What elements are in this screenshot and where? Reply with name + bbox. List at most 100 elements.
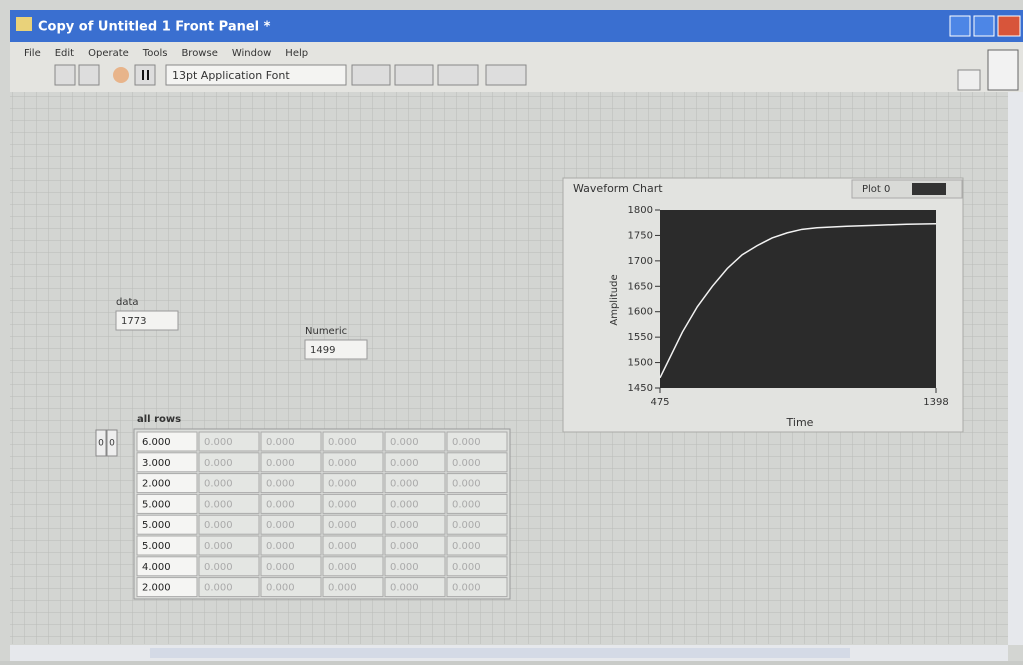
- array-value: 0.000: [452, 437, 481, 448]
- array-value: 0.000: [204, 583, 233, 594]
- reorder-button[interactable]: [486, 65, 526, 85]
- array-value: 0.000: [390, 499, 419, 510]
- resize-button[interactable]: [438, 65, 478, 85]
- array-value: 0.000: [452, 479, 481, 490]
- abort-button[interactable]: [113, 67, 129, 83]
- menu-item[interactable]: Edit: [55, 48, 74, 59]
- array-value: 0.000: [390, 437, 419, 448]
- array-value: 0.000: [452, 541, 481, 552]
- run-continuous-button[interactable]: [79, 65, 99, 85]
- array-value: 0.000: [266, 541, 295, 552]
- array-value: 0.000: [328, 479, 357, 490]
- pause-button[interactable]: [135, 65, 155, 85]
- window-title: Copy of Untitled 1 Front Panel *: [38, 20, 271, 35]
- array-value: 0.000: [266, 458, 295, 469]
- array-value: 0.000: [328, 458, 357, 469]
- array-value: 0.000: [204, 562, 233, 573]
- minimize-button[interactable]: [950, 16, 970, 36]
- scroll-thumb[interactable]: [150, 648, 850, 658]
- menu-item[interactable]: Help: [285, 48, 308, 59]
- array-value: 0.000: [328, 541, 357, 552]
- close-button[interactable]: [998, 16, 1020, 36]
- x-tick-label: 475: [650, 397, 669, 408]
- array-value: 0.000: [452, 499, 481, 510]
- vertical-scrollbar[interactable]: [1008, 92, 1023, 645]
- y-tick-label: 1700: [628, 256, 653, 267]
- app-icon: [16, 17, 32, 31]
- y-axis-label: Amplitude: [609, 274, 620, 325]
- x-axis-label: Time: [786, 416, 814, 429]
- array-value: 0.000: [328, 562, 357, 573]
- array-value: 0.000: [328, 499, 357, 510]
- maximize-button[interactable]: [974, 16, 994, 36]
- array-value: 0.000: [452, 458, 481, 469]
- array-control: all rows 00 6.000 0.000 0.000 0.000 0.000 0.000…: [96, 414, 510, 599]
- y-tick-label: 1800: [628, 205, 653, 216]
- align-button[interactable]: [352, 65, 390, 85]
- numeric-value: 1773: [121, 316, 146, 327]
- array-value: 0.000: [204, 499, 233, 510]
- array-value: 4.000: [142, 562, 171, 573]
- array-value: 0.000: [204, 437, 233, 448]
- array-label: all rows: [137, 414, 181, 425]
- numeric-value: 1499: [310, 345, 335, 356]
- distribute-button[interactable]: [395, 65, 433, 85]
- array-value: 3.000: [142, 458, 171, 469]
- array-value: 0.000: [328, 520, 357, 531]
- menu-item[interactable]: Browse: [181, 48, 217, 59]
- menu-item[interactable]: File: [24, 48, 41, 59]
- y-tick-label: 1450: [628, 383, 653, 394]
- array-value: 0.000: [266, 583, 295, 594]
- array-value: 0.000: [390, 583, 419, 594]
- array-value: 0.000: [266, 437, 295, 448]
- array-value: 0.000: [452, 583, 481, 594]
- pause-icon: [147, 70, 149, 80]
- help-button[interactable]: [958, 70, 980, 90]
- array-value: 0.000: [390, 479, 419, 490]
- array-value: 6.000: [142, 437, 171, 448]
- array-value: 2.000: [142, 479, 171, 490]
- y-tick-label: 1500: [628, 358, 653, 369]
- plot-area: [660, 210, 936, 388]
- array-value: 0.000: [452, 562, 481, 573]
- array-value: 0.000: [328, 437, 357, 448]
- array-value: 0.000: [390, 520, 419, 531]
- connector-pane: [988, 50, 1018, 90]
- menu-item[interactable]: Window: [232, 48, 271, 59]
- array-value: 5.000: [142, 520, 171, 531]
- chart-title: Waveform Chart: [573, 182, 663, 195]
- array-value: 0.000: [390, 458, 419, 469]
- screen: Copy of Untitled 1 Front Panel * File Edi…: [0, 0, 1023, 661]
- y-tick-label: 1750: [628, 230, 653, 241]
- array-value: 0.000: [204, 541, 233, 552]
- index-value: 0: [109, 439, 115, 449]
- y-tick-label: 1550: [628, 332, 653, 343]
- font-name: 13pt Application Font: [172, 69, 290, 82]
- index-value: 0: [98, 439, 104, 449]
- array-value: 0.000: [204, 520, 233, 531]
- y-tick-label: 1600: [628, 307, 653, 318]
- array-value: 0.000: [390, 541, 419, 552]
- array-value: 0.000: [266, 520, 295, 531]
- array-value: 0.000: [266, 562, 295, 573]
- array-value: 0.000: [266, 499, 295, 510]
- array-value: 5.000: [142, 499, 171, 510]
- legend-swatch: [912, 183, 946, 195]
- array-value: 0.000: [328, 583, 357, 594]
- y-tick-label: 1650: [628, 281, 653, 292]
- array-value: 0.000: [452, 520, 481, 531]
- array-value: 0.000: [266, 479, 295, 490]
- array-value: 0.000: [390, 562, 419, 573]
- array-value: 0.000: [204, 458, 233, 469]
- run-button[interactable]: [55, 65, 75, 85]
- menu-item[interactable]: Operate: [88, 48, 129, 59]
- x-tick-label: 1398: [923, 397, 948, 408]
- waveform-chart: 1450 1500 1550 1600 1650 1700 1750 1800 475 1398: [628, 205, 949, 408]
- legend-label: Plot 0: [862, 184, 890, 195]
- pause-icon: [142, 70, 144, 80]
- menu-item[interactable]: Tools: [142, 48, 168, 59]
- array-value: 2.000: [142, 583, 171, 594]
- array-value: 5.000: [142, 541, 171, 552]
- menu-bar: File Edit Operate Tools Browse Window Help: [24, 48, 308, 59]
- control-label: data: [116, 297, 139, 308]
